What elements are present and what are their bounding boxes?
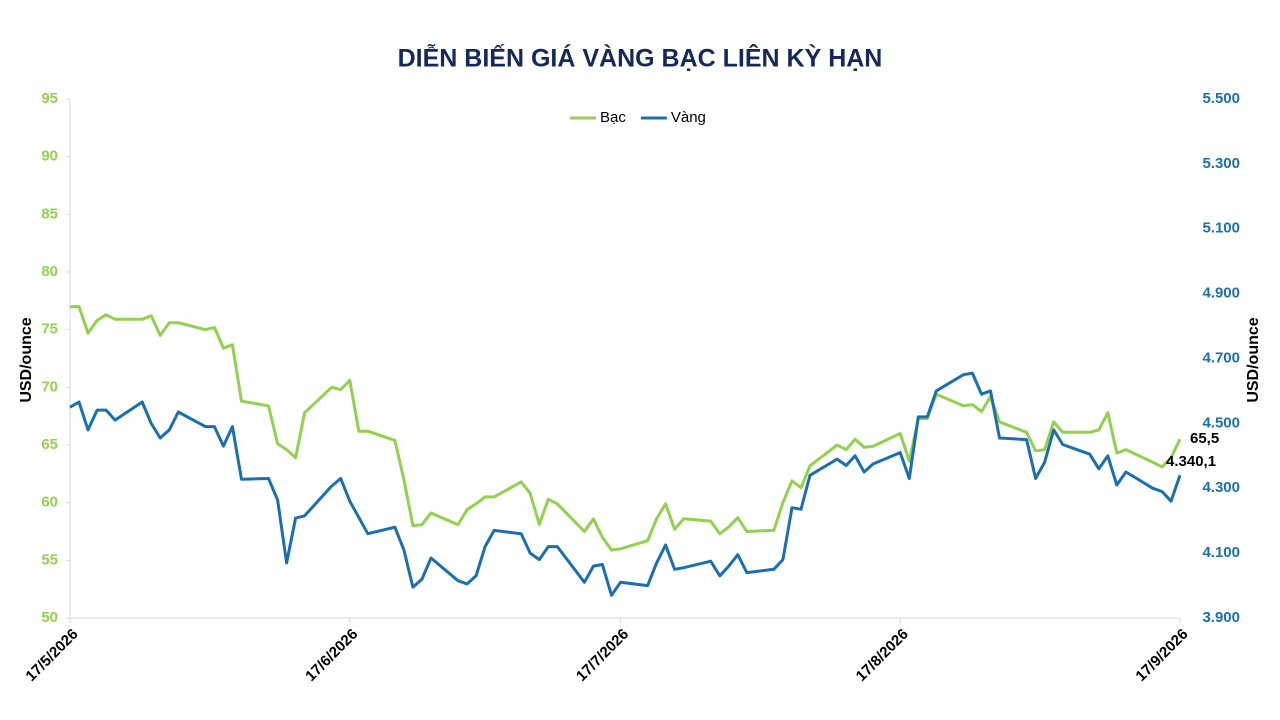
y2-tick-label: 5.500 [1202, 90, 1240, 107]
value-label: 65,5 [1190, 430, 1219, 447]
y2-tick-label: 4.300 [1202, 479, 1240, 496]
x-tick-label: 17/9/2026 [1132, 626, 1191, 685]
y-tick-label: 85 [41, 205, 58, 222]
y-axis-title: USD/ounce [18, 317, 35, 402]
x-tick-label: 17/5/2026 [22, 626, 81, 685]
series-line [69, 371, 1182, 597]
y2-tick-label: 5.100 [1202, 220, 1240, 237]
y2-tick-label: 4.500 [1202, 414, 1240, 431]
y-tick-label: 50 [41, 609, 58, 626]
y-tick-label: 80 [41, 263, 58, 280]
y2-tick-label: 3.900 [1202, 609, 1240, 626]
y-tick-label: 75 [41, 321, 58, 338]
series-line [70, 305, 1182, 552]
x-tick-label: 17/7/2026 [573, 626, 632, 685]
y-tick-label: 90 [41, 148, 58, 165]
y2-tick-label: 5.300 [1202, 155, 1240, 172]
y2-axis-title: USD/ounce [1245, 317, 1262, 402]
y-tick-label: 60 [41, 494, 58, 511]
y-tick-label: 65 [41, 436, 58, 453]
value-label: 4.340,1 [1166, 453, 1216, 470]
y2-tick-label: 4.100 [1202, 544, 1240, 561]
legend-label: Vàng [671, 109, 706, 126]
x-tick-label: 17/8/2026 [853, 626, 912, 685]
y-tick-label: 55 [41, 551, 58, 568]
x-tick-label: 17/6/2026 [302, 626, 361, 685]
y-tick-label: 70 [41, 378, 58, 395]
y-tick-label: 95 [41, 90, 58, 107]
y2-tick-label: 4.900 [1202, 285, 1240, 302]
y2-tick-label: 4.700 [1202, 349, 1240, 366]
chart-title: DIỄN BIẾN GIÁ VÀNG BẠC LIÊN KỲ HẠN [398, 43, 883, 73]
legend-label: Bạc [600, 109, 626, 126]
